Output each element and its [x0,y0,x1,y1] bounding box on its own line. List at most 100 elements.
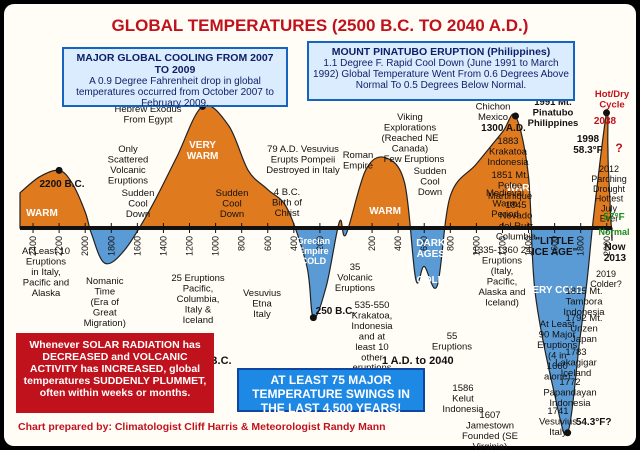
label-e1335: 1335-1360 24 Eruptions (Italy, Pacific, Alas… [473,245,532,308]
chart-title: GLOBAL TEMPERATURES (2500 B.C. TO 2040 A… [112,16,529,35]
area-group [19,104,613,436]
label-at_least10: At Least 10 Eruptions in Italy, Pacific and… [22,246,70,299]
label-q: ? [615,141,622,155]
label-pinatubo_lbl: 1991 Mt. Pinatubo Philippines [528,97,579,129]
label-scattered: Only Scattered Volcanic Eruptions [108,144,149,186]
label-sudden3: Sudden Cool Down [414,166,447,198]
label-kelut: 1586 Kelut Indonesia [442,383,484,415]
era-label-ad: 1 A.D. to 2040 [382,355,454,367]
x-tick-label: 1600 [132,236,142,256]
label-birth: 4 B.C. Birth of Christ [272,187,302,219]
label-krakatoa1883: 1883 Krakatoa Indonesia [487,136,529,168]
label-warm3: WARM [506,183,538,194]
x-tick-label: 600 [419,236,429,251]
label-e55: 55 Eruptions [432,331,472,352]
label-y2038: 2038 [594,116,617,127]
x-tick-label: 1400 [524,236,534,256]
x-tick-label: 200 [315,236,325,251]
solar-box-text: Whenever SOLAR RADIATION has DECREASED a… [23,339,207,399]
x-tick-label: 1800 [576,236,586,256]
label-y250: 250 B.C. [316,306,356,317]
cooling-box-title: MAJOR GLOBAL COOLING FROM 2007 TO 2009 [76,52,274,76]
label-warm2: WARM [369,206,401,217]
label-tambora: 1815 Mt. Tambora Indonesia [563,286,605,318]
label-min_temp: 54.3°F? [576,417,612,428]
x-tick-label: 800 [237,236,247,251]
x-tick-label: 1000 [211,236,221,256]
label-unzen: 1792 Mt. Unzen Japan [566,313,603,345]
label-y1998: 1998 58.3°F [573,134,603,156]
label-warm1: WARM [26,208,58,219]
label-vesuvius1741: 1741 Vesuvius Italy [539,406,577,438]
label-y2200: 2200 B.C. [39,179,84,190]
x-tick-label: 600 [263,236,273,251]
label-hotdry: Hot/Dry Cycle [595,89,630,110]
label-viking: Viking Explorations (Reached NE Canada) [381,112,438,154]
label-normal: Normal [598,227,629,237]
key-point [309,314,317,322]
label-f57: 57°F [603,212,624,223]
label-few: Few Eruptions [384,154,445,165]
label-y2012: 2012 Parching Drought Hottest July Ever [591,164,627,224]
label-nomanic: Nomanic Time (Era of Great Migration) [84,276,126,329]
label-e35: 35 Volcanic Eruptions [335,262,375,294]
x-tick-label: 1400 [158,236,168,256]
label-cold: COLD [417,275,445,286]
label-roman: Roman Empire [343,150,374,171]
label-sudden1: Sudden Cool Down [122,188,155,220]
x-tick-label: 1200 [497,236,507,256]
pinatubo-box-title: MOUNT PINATUBO ERUPTION (Philippines) [331,46,551,58]
label-dark: DARK AGES [416,238,446,260]
warm-area [20,105,612,228]
x-tick-label: 2000 [80,236,90,256]
key-point [55,166,63,174]
key-point [603,109,611,117]
swings-box: AT LEAST 75 MAJOR TEMPERATURE SWINGS IN … [237,368,425,415]
label-lia: "LITTLE ICE AGE" [532,236,578,258]
x-tick-label: 800 [445,236,455,251]
axis-line [20,226,612,230]
label-ruiz: 1845 Nevado del Ruiz Columbia [496,200,537,242]
label-grecian: Grecian Empire COLD [297,236,331,266]
label-medieval: Medieval Warm Period [486,188,524,220]
key-point [564,429,572,437]
label-laki: 1783 Lakagigar Iceland [555,347,597,379]
label-e90: At Least 90 Major Eruptions (4 in 1660 alone) [537,319,577,382]
label-very_warm: VERY WARM [187,140,219,162]
x-tick-label: 400 [289,236,299,251]
pinatubo-box-body: 1.1 Degree F. Rapid Cool Down (June 1991… [313,58,569,91]
label-papandayan: 1772 Papandayan Indonesia [543,377,596,409]
x-tick-label: 400 [393,236,403,251]
label-hebrew: Hebrew Exodus From Egypt [114,104,181,125]
label-vesuvius79: 79 A.D. Vesuvius Erupts Pompeii Destroyed … [266,144,340,176]
label-vesuvius_etna: Vesuvius Etna Italy [243,288,281,320]
label-pelee: 1851 Mt. Pelee Martinique [488,170,532,202]
cold-area [20,228,612,435]
label-y1300: 1300 A.D. [481,123,526,134]
label-e25: 25 Eruptions Pacific, Columbia, Italy & Icel… [171,273,225,326]
x-tick-label: 2200 [54,236,64,256]
x-tick-label: 2000 [602,236,612,256]
x-tick-label: 1800 [106,236,116,256]
pinatubo-box: MOUNT PINATUBO ERUPTION (Philippines) 1.… [307,41,575,101]
cooling-box: MAJOR GLOBAL COOLING FROM 2007 TO 2009 A… [62,47,288,109]
label-very_cold: VERY COLD [526,285,584,296]
x-tick-label: 1600 [550,236,560,256]
temperature-line [19,104,613,436]
cooling-box-body: A 0.9 Degree Fahrenheit drop in global t… [76,76,274,109]
label-now: Now 2013 [604,242,627,264]
credit-line: Chart prepared by: Climatologist Cliff H… [18,421,386,433]
swings-box-text: AT LEAST 75 MAJOR TEMPERATURE SWINGS IN … [252,373,410,415]
solar-box: Whenever SOLAR RADIATION has DECREASED a… [16,333,214,413]
label-jamestown: 1607 Jamestown Founded (SE Virginia) [462,410,518,450]
label-sudden2: Sudden Cool Down [216,188,249,220]
x-tick-label: 200 [367,236,377,251]
x-tick-label: 2400 [28,236,38,256]
key-point [512,112,520,120]
x-axis: 2400 2200 2000 1800 1600 1400 1200 1000 800 600 40… [20,223,612,367]
x-tick-label: 1000 [471,236,481,256]
x-tick-label: 1200 [185,236,195,256]
label-colder: 2019 Colder? [590,269,622,289]
